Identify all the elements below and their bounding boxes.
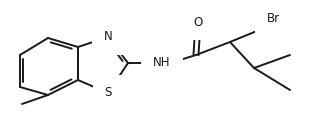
Text: N: N: [104, 30, 112, 44]
Text: Br: Br: [267, 11, 280, 24]
Text: O: O: [193, 15, 203, 29]
Text: S: S: [104, 87, 112, 99]
Text: NH: NH: [153, 57, 171, 69]
